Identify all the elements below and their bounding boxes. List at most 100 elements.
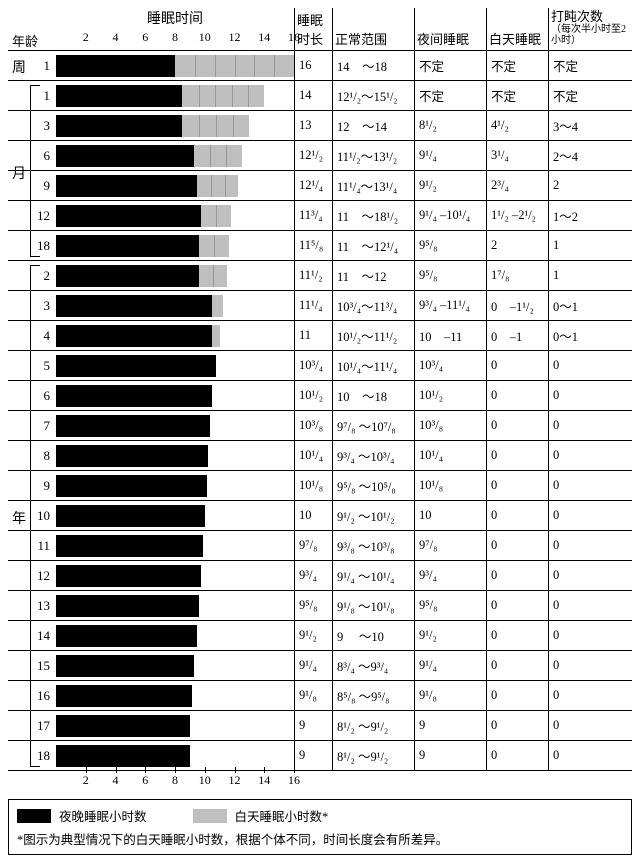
night-cell: 9³/₄ [414, 561, 486, 590]
night-bar [56, 205, 201, 227]
duration-cell: 11⁵/₈ [294, 231, 332, 260]
naps-cell: 0 [548, 621, 632, 650]
bar-cell [56, 81, 294, 110]
range-cell: 9¹/₄ ～10¹/₄ [332, 561, 414, 590]
night-bar [56, 85, 182, 107]
bar-cell [56, 411, 294, 440]
table-row: 41110¹/₂～11¹/₂10 –110 –10～1 [8, 321, 632, 351]
day-cell: 1¹/₂ –2¹/₂ [486, 201, 548, 230]
day-cell: 0 [486, 531, 548, 560]
night-cell: 9¹/₄ –10¹/₄ [414, 201, 486, 230]
range-cell: 8⁵/₈ ～9⁵/₈ [332, 681, 414, 710]
range-cell: 11¹/₂～13¹/₂ [332, 141, 414, 170]
day-cell: 0 [486, 441, 548, 470]
bar-cell [56, 291, 294, 320]
day-cell: 0 [486, 471, 548, 500]
bar-cell [56, 51, 294, 80]
bar-cell [56, 681, 294, 710]
day-cell: 0 [486, 711, 548, 740]
night-bar [56, 385, 212, 407]
range-cell: 9³/₈ ～10³/₈ [332, 531, 414, 560]
table-row: 129³/₄9¹/₄ ～10¹/₄9³/₄00 [8, 561, 632, 591]
night-bar [56, 115, 182, 137]
duration-cell: 12¹/₂ [294, 141, 332, 170]
table-row: 810¹/₄9³/₄ ～10³/₄10¹/₄00 [8, 441, 632, 471]
bar-cell [56, 561, 294, 590]
range-cell: 14 ～18 [332, 51, 414, 80]
range-cell: 12¹/₂～15¹/₂ [332, 81, 414, 110]
col-day: 白天睡眠 [486, 8, 548, 50]
night-bar [56, 355, 216, 377]
table-row: 612¹/₂11¹/₂～13¹/₂9¹/₄3¹/₄2～4 [8, 141, 632, 171]
duration-cell: 10 [294, 501, 332, 530]
naps-cell: 0～1 [548, 321, 632, 350]
day-cell: 2³/₄ [486, 171, 548, 200]
table-row: 149¹/₂9 ～109¹/₂00 [8, 621, 632, 651]
night-bar [56, 295, 212, 317]
day-bar [199, 235, 229, 257]
naps-cell: 0 [548, 711, 632, 740]
table-row: 311¹/₄10³/₄～11³/₄9³/₄ –11¹/₄0 –1¹/₂0～1 [8, 291, 632, 321]
day-bar [175, 55, 294, 77]
duration-cell: 14 [294, 81, 332, 110]
night-cell: 9¹/₂ [414, 171, 486, 200]
duration-cell: 9³/₄ [294, 561, 332, 590]
sleep-chart: 年龄 睡眠时间 246810121416 睡眠 时长 正常范围 夜间睡眠 白天睡… [8, 8, 632, 855]
night-cell: 9 [414, 711, 486, 740]
night-bar [56, 505, 205, 527]
bar-cell [56, 171, 294, 200]
range-cell: 10 ～18 [332, 381, 414, 410]
table-row: 159¹/₄8³/₄ ～9³/₄9¹/₄00 [8, 651, 632, 681]
range-cell: 9⁵/₈ ～10⁵/₈ [332, 471, 414, 500]
day-cell: 3¹/₄ [486, 141, 548, 170]
night-bar [56, 655, 194, 677]
day-bar [182, 85, 264, 107]
naps-cell: 不定 [548, 81, 632, 110]
range-cell: 11 ～18¹/₂ [332, 201, 414, 230]
night-bar [56, 625, 197, 647]
day-cell: 0 [486, 651, 548, 680]
col-range: 正常范围 [332, 8, 414, 50]
night-bar [56, 685, 192, 707]
bar-cell [56, 321, 294, 350]
day-cell: 0 [486, 351, 548, 380]
range-cell: 10³/₄～11³/₄ [332, 291, 414, 320]
naps-cell: 0 [548, 471, 632, 500]
duration-cell: 12¹/₄ [294, 171, 332, 200]
top-axis: 246810121416 [56, 30, 294, 48]
day-cell: 0 [486, 561, 548, 590]
night-cell: 10³/₈ [414, 411, 486, 440]
duration-cell: 9⁵/₈ [294, 591, 332, 620]
night-bar [56, 745, 190, 767]
day-cell: 0 –1 [486, 321, 548, 350]
range-cell: 10¹/₂～11¹/₂ [332, 321, 414, 350]
naps-cell: 不定 [548, 51, 632, 80]
night-bar [56, 175, 197, 197]
night-cell: 10 [414, 501, 486, 530]
table-row: 11412¹/₂～15¹/₂不定不定不定 [8, 81, 632, 111]
day-cell: 0 [486, 411, 548, 440]
duration-cell: 11¹/₄ [294, 291, 332, 320]
day-cell: 0 –1¹/₂ [486, 291, 548, 320]
duration-cell: 10¹/₂ [294, 381, 332, 410]
day-cell: 0 [486, 621, 548, 650]
naps-cell: 2～4 [548, 141, 632, 170]
night-cell: 8¹/₂ [414, 111, 486, 140]
night-cell: 9³/₄ –11¹/₄ [414, 291, 486, 320]
duration-cell: 9¹/₂ [294, 621, 332, 650]
day-bar [194, 145, 242, 167]
table-row: 31312 ～148¹/₂4¹/₂3～4 [8, 111, 632, 141]
night-cell: 9¹/₈ [414, 681, 486, 710]
bar-cell [56, 381, 294, 410]
naps-cell: 0 [548, 591, 632, 620]
naps-cell: 3～4 [548, 111, 632, 140]
night-bar [56, 535, 203, 557]
naps-cell: 0 [548, 381, 632, 410]
legend-day-label: 白天睡眠小时数* [235, 806, 329, 825]
group-label: 月 [12, 163, 26, 183]
night-bar [56, 445, 208, 467]
table-row: 1211³/₄11 ～18¹/₂9¹/₄ –10¹/₄1¹/₂ –2¹/₂1～2 [8, 201, 632, 231]
range-cell: 11¹/₄～13¹/₄ [332, 171, 414, 200]
naps-cell: 0 [548, 531, 632, 560]
bar-cell [56, 471, 294, 500]
